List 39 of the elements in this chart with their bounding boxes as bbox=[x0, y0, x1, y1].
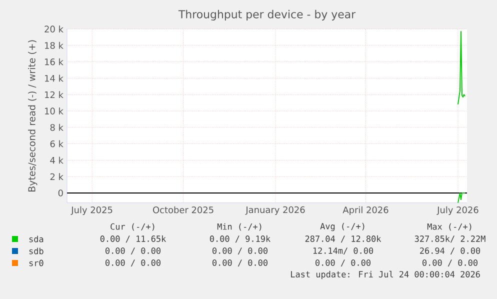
line-series bbox=[457, 30, 466, 105]
text: 0.00 / 0.00 bbox=[422, 259, 478, 267]
text: 0.00 / 0.00 bbox=[212, 247, 268, 255]
y-tick-label: 10 k bbox=[45, 108, 64, 114]
y-tick-label: 0 bbox=[58, 190, 63, 196]
text: 0.00 / 0.00 bbox=[316, 259, 370, 267]
y-tick-label: 8 k bbox=[50, 124, 64, 131]
y-tick-label: 12 k bbox=[45, 91, 64, 98]
text: Last update: Fri Jul 24 00:00:04 2026 bbox=[291, 270, 480, 280]
y-axis-title: Bytes/second read (-) / write (+) bbox=[28, 40, 38, 192]
y-tick-label: 16 k bbox=[45, 58, 64, 66]
y-tick-label: 20 k bbox=[44, 26, 64, 32]
x-tick-label: January 2026 bbox=[245, 206, 305, 215]
x-tick-label: October 2025 bbox=[153, 206, 214, 214]
text: Avg (-/+) bbox=[320, 222, 364, 232]
y-tick-label: 6 k bbox=[50, 140, 64, 148]
text: 26.94 / 0.00 bbox=[420, 247, 480, 255]
text: Max (-/+) bbox=[427, 223, 472, 231]
y-tick-label: 18 k bbox=[45, 42, 64, 49]
text: Min (-/+) bbox=[217, 223, 262, 231]
legend-label: sr0 bbox=[29, 260, 44, 266]
x-tick-label: April 2026 bbox=[342, 206, 388, 215]
y-tick-label: 4 k bbox=[50, 156, 64, 164]
x-tick-label: July 2025 bbox=[70, 206, 112, 215]
y-tick-label: 14 k bbox=[45, 74, 64, 82]
text: 0.00 / 9.19k bbox=[210, 235, 270, 243]
y-tick-label: 2 k bbox=[50, 173, 64, 180]
text: 287.04 / 12.80k bbox=[305, 235, 382, 243]
x-tick-label: July 2026 bbox=[436, 206, 478, 215]
legend-label: sda bbox=[29, 236, 44, 242]
text: 327.85k/ 2.22M bbox=[414, 235, 486, 243]
text: 0.00 / 0.00 bbox=[106, 259, 160, 267]
text: 0.00 / 0.00 bbox=[106, 247, 160, 255]
text: 0.00 / 0.00 bbox=[212, 259, 268, 267]
text: 0.00 / 11.65k bbox=[100, 235, 166, 243]
text: Cur (-/+) bbox=[110, 223, 154, 231]
text: 12.14m/ 0.00 bbox=[313, 247, 374, 255]
legend-label: sdb bbox=[29, 248, 44, 254]
chart-title: Throughput per device - by year bbox=[178, 10, 356, 21]
